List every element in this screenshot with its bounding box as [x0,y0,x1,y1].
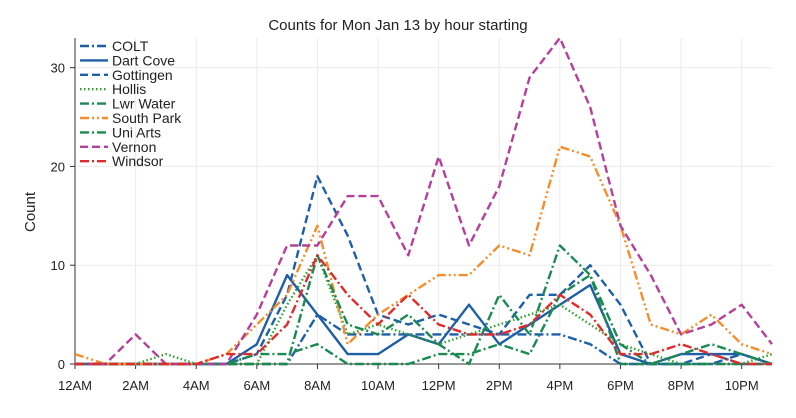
x-tick-label: 4PM [547,378,574,393]
grid-lines [74,38,772,365]
series-line-colt [75,313,773,366]
x-tick-label: 8AM [304,378,331,393]
legend-label-gottingen: Gottingen [112,67,173,83]
x-tick-label: 8PM [668,378,695,393]
series-line-uni-arts [75,244,773,366]
series-line-south-park [74,145,773,366]
legend-label-colt: COLT [112,38,149,54]
x-tick-label: 2AM [122,378,149,393]
y-axis-label: Count [22,191,39,232]
x-tick-label: 6PM [607,378,634,393]
legend-label-south-park: South Park [112,110,182,126]
x-tick-label: 12PM [422,378,456,393]
y-tick-label: 20 [51,159,65,174]
series-lines [74,36,773,366]
y-tick-label: 10 [51,258,65,273]
legend-label-windsor: Windsor [112,153,164,169]
x-tick-label: 2PM [486,378,513,393]
x-tick-label: 12AM [58,378,92,393]
series-line-vernon [75,36,773,366]
x-tick-label: 10PM [725,378,759,393]
x-tick-label: 10AM [361,378,395,393]
y-tick-label: 0 [58,357,65,372]
axes: 12AM 2AM 4AM 6AM 8AM 10AM 12PM 2PM 4PM 6PM 8PM 10PM… [51,38,772,393]
legend-label-hollis: Hollis [112,81,146,97]
legend-label-vernon: Vernon [112,139,156,155]
x-tick-label: 4AM [183,378,210,393]
x-tick-label: 6AM [243,378,270,393]
legend-label-lwr-water: Lwr Water [112,96,176,112]
y-tick-label: 30 [51,61,65,76]
legend-label-uni-arts: Uni Arts [112,124,161,140]
series-line-lwr-water [75,273,772,366]
chart-title: Counts for Mon Jan 13 by hour starting [268,17,527,34]
legend-label-dart-cove: Dart Cove [112,52,175,68]
series-line-windsor [75,254,772,366]
